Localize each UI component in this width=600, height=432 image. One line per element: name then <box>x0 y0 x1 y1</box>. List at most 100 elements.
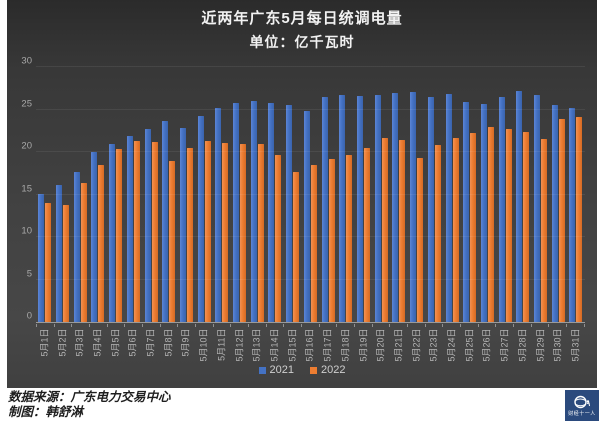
bar-2022-5月11日 <box>222 142 229 322</box>
x-label-text: 5月4日 <box>92 328 103 357</box>
x-label-5月2日: 5月2日 <box>54 327 72 365</box>
bar-2022-5月10日 <box>204 140 211 322</box>
bar-group-5月31日 <box>567 68 585 322</box>
bar-group-5月21日 <box>390 68 408 322</box>
bar-2021-5月24日 <box>445 94 452 322</box>
x-axis-ticks <box>36 324 585 327</box>
chart-title-unit: 单位：亿千瓦时 <box>249 34 355 50</box>
bar-group-5月29日 <box>532 68 550 322</box>
x-label-text: 5月14日 <box>269 328 280 362</box>
bar-2022-5月30日 <box>558 118 565 322</box>
gridline-y20 <box>36 151 585 152</box>
x-tick <box>355 324 373 327</box>
x-label-5月12日: 5月12日 <box>231 327 249 365</box>
x-label-text: 5月28日 <box>517 328 528 362</box>
bar-group-5月16日 <box>302 68 320 322</box>
gridline-y25 <box>36 108 585 110</box>
x-label-5月26日: 5月26日 <box>479 327 497 365</box>
x-label-text: 5月6日 <box>127 328 138 357</box>
bar-2021-5月3日 <box>73 172 80 322</box>
bar-2022-5月19日 <box>364 147 370 322</box>
bar-2022-5月5日 <box>116 148 123 322</box>
x-tick <box>196 324 214 327</box>
bar-2022-5月26日 <box>487 127 494 322</box>
bar-2021-5月7日 <box>144 129 151 322</box>
x-label-5月3日: 5月3日 <box>71 327 89 365</box>
plot-area: 0 5 10 15 20 25 30 <box>21 56 585 323</box>
x-label-5月18日: 5月18日 <box>337 327 355 365</box>
x-label-5月23日: 5月23日 <box>425 327 443 365</box>
bar-2021-5月28日 <box>516 90 523 322</box>
y-tick-label-10: 10 <box>21 225 32 237</box>
bar-group-5月12日 <box>231 68 249 322</box>
bar-2022-5月1日 <box>45 203 52 322</box>
x-label-text: 5月1日 <box>39 328 50 357</box>
bar-2021-5月11日 <box>215 107 222 322</box>
x-tick <box>55 324 73 327</box>
bar-2021-5月26日 <box>480 103 487 322</box>
x-tick <box>72 324 91 327</box>
bar-group-5月1日 <box>36 68 54 322</box>
bar-group-5月26日 <box>479 68 497 322</box>
chart-panel: 近两年广东5月每日统调电量 单位：亿千瓦时 0 5 10 15 20 25 30 5月1日 5… <box>7 0 597 388</box>
x-tick <box>373 324 391 327</box>
x-label-text: 5月27日 <box>499 328 510 362</box>
x-label-5月5日: 5月5日 <box>107 327 125 365</box>
x-tick <box>408 324 426 327</box>
x-tick <box>461 324 479 327</box>
x-label-text: 5月8日 <box>163 328 174 357</box>
x-label-5月21日: 5月21日 <box>390 327 408 365</box>
legend-item-2022: 2022 <box>310 364 345 376</box>
x-label-5月25日: 5月25日 <box>461 327 479 365</box>
bar-group-5月17日 <box>319 68 337 322</box>
legend-label-2021: 2021 <box>269 364 294 376</box>
bar-2021-5月25日 <box>463 101 470 322</box>
caijing-globe-icon <box>573 395 591 411</box>
x-label-5月28日: 5月28日 <box>514 327 532 365</box>
bar-2021-5月2日 <box>56 185 63 322</box>
bar-2021-5月5日 <box>109 144 116 322</box>
x-label-5月20日: 5月20日 <box>372 327 390 365</box>
legend-label-2022: 2022 <box>321 364 346 376</box>
bar-2021-5月30日 <box>551 105 558 322</box>
x-label-text: 5月22日 <box>411 328 422 362</box>
x-label-text: 5月12日 <box>234 328 245 362</box>
bar-2022-5月14日 <box>275 154 282 322</box>
bar-2021-5月19日 <box>357 95 363 322</box>
x-tick <box>514 324 532 327</box>
bar-2022-5月29日 <box>541 139 548 322</box>
bar-group-5月18日 <box>337 68 355 322</box>
credit-text: 制图：韩舒淋 <box>8 405 84 419</box>
footer-text: 数据来源：广东电力交易中心 制图：韩舒淋 <box>8 390 171 420</box>
bar-group-5月14日 <box>266 68 284 322</box>
x-label-text: 5月7日 <box>145 328 156 357</box>
gridline-y10 <box>36 236 585 237</box>
bar-2021-5月4日 <box>91 152 98 322</box>
bar-group-5月28日 <box>514 68 532 322</box>
x-label-text: 5月10日 <box>198 328 209 362</box>
bar-2022-5月4日 <box>98 164 105 322</box>
bar-group-5月23日 <box>425 68 443 322</box>
gridline-y30 <box>36 66 585 67</box>
bar-group-5月20日 <box>372 68 390 322</box>
x-tick <box>231 324 250 327</box>
x-tick <box>249 324 267 327</box>
x-label-5月14日: 5月14日 <box>266 327 284 365</box>
bar-2022-5月23日 <box>434 145 441 322</box>
x-tick <box>426 324 444 327</box>
x-label-5月30日: 5月30日 <box>549 327 567 365</box>
x-tick <box>532 324 550 327</box>
bar-2022-5月7日 <box>151 141 158 322</box>
bar-2022-5月22日 <box>417 157 424 322</box>
legend: 2021 2022 <box>7 364 597 376</box>
x-label-text: 5月26日 <box>481 328 492 362</box>
x-label-text: 5月11日 <box>216 328 227 361</box>
x-label-text: 5月5日 <box>110 328 121 357</box>
x-label-text: 5月15日 <box>287 328 298 362</box>
x-label-text: 5月18日 <box>340 328 351 362</box>
x-label-text: 5月17日 <box>322 328 333 362</box>
x-label-text: 5月16日 <box>304 328 315 362</box>
x-label-text: 5月23日 <box>428 328 439 362</box>
x-label-5月27日: 5月27日 <box>496 327 514 365</box>
